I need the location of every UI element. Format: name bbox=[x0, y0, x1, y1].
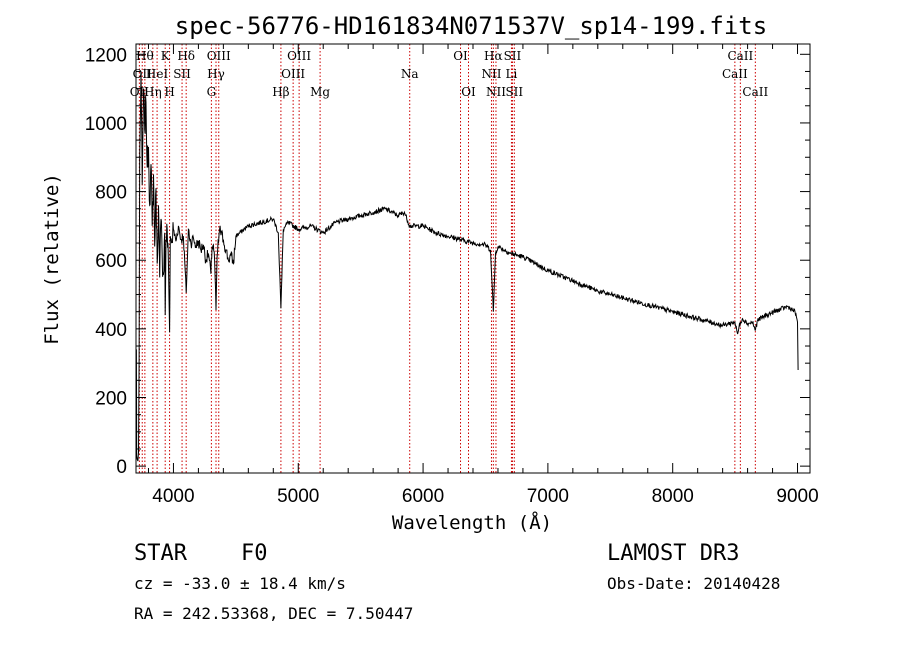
spectral-line-markers bbox=[138, 44, 756, 473]
spectral-line-label-23: SII bbox=[504, 49, 522, 63]
spectral-line-label-8: Hδ bbox=[177, 49, 195, 63]
spectral-line-label-14: OIII bbox=[287, 49, 311, 63]
survey-name: LAMOST DR3 bbox=[607, 541, 739, 566]
x-tick-label-5: 9000 bbox=[776, 486, 818, 507]
y-tick-label-2: 400 bbox=[95, 320, 127, 341]
spectral-line-label-17: OI bbox=[453, 49, 468, 63]
spectral-line-label-9: G bbox=[207, 85, 217, 99]
x-tick-label-3: 7000 bbox=[527, 486, 569, 507]
y-axis-label: Flux (relative) bbox=[41, 173, 63, 345]
spectral-line-label-10: Hγ bbox=[207, 67, 225, 81]
spectral-line-label-20: Hα bbox=[484, 49, 503, 63]
x-tick-label-2: 6000 bbox=[402, 486, 444, 507]
spectral-line-label-5: K bbox=[161, 49, 171, 63]
spectral-line-label-12: Hβ bbox=[272, 85, 289, 99]
spectral-line-label-22: Li bbox=[506, 67, 518, 81]
spectrum-line bbox=[135, 71, 799, 462]
spectral-line-label-27: CaII bbox=[742, 85, 768, 99]
spectral-line-label-16: Na bbox=[401, 67, 419, 81]
x-tick-label-1: 5000 bbox=[277, 486, 319, 507]
spectral-line-label-24: SII bbox=[505, 85, 523, 99]
y-tick-label-1: 200 bbox=[95, 388, 127, 409]
object-type: STAR bbox=[134, 541, 188, 566]
ra-dec-coordinates: RA = 242.53368, DEC = 7.50447 bbox=[134, 604, 413, 623]
spectral-line-label-2: Hθ bbox=[136, 49, 154, 63]
spectral-line-label-1: OII bbox=[133, 67, 153, 81]
spectral-line-label-13: OIII bbox=[281, 67, 305, 81]
y-tick-label-5: 1000 bbox=[85, 114, 127, 135]
object-subclass: F0 bbox=[241, 541, 268, 566]
y-tick-label-6: 1200 bbox=[85, 45, 127, 66]
y-tick-label-4: 800 bbox=[95, 183, 127, 204]
spectral-line-label-11: OIII bbox=[207, 49, 231, 63]
plot-frame bbox=[135, 43, 811, 474]
spectral-line-label-25: CaII bbox=[722, 67, 748, 81]
spectral-line-label-6: H bbox=[164, 85, 174, 99]
spectral-line-label-18: OI bbox=[461, 85, 476, 99]
observation-date: Obs-Date: 20140428 bbox=[607, 574, 780, 593]
x-tick-label-0: 4000 bbox=[152, 486, 194, 507]
chart-title: spec-56776-HD161834N071537V_sp14-199.fit… bbox=[175, 12, 767, 40]
spectral-line-label-7: SII bbox=[173, 67, 191, 81]
spectral-line-label-26: CaII bbox=[727, 49, 753, 63]
spectral-line-label-4: HeI bbox=[146, 67, 169, 81]
spectral-line-label-3: Hη bbox=[144, 85, 162, 99]
x-axis-ticks: 4000 5000 6000 7000 8000 9000 bbox=[147, 44, 819, 507]
spectral-line-label-19: NII bbox=[481, 67, 501, 81]
spectral-line-label-15: Mg bbox=[310, 85, 330, 99]
redshift-cz: cz = -33.0 ± 18.4 km/s bbox=[134, 574, 346, 593]
y-tick-label-3: 600 bbox=[95, 251, 127, 272]
y-tick-label-0: 0 bbox=[116, 457, 127, 478]
y-axis-ticks: 0 200 400 600 800 1000 1200 bbox=[85, 45, 810, 478]
spectral-line-label-21: NII bbox=[486, 85, 506, 99]
x-tick-label-4: 8000 bbox=[652, 486, 694, 507]
x-axis-label: Wavelength (Å) bbox=[392, 511, 552, 534]
spectral-line-labels: OIIOIIHθHηHeIKHSIIHδGHγOIIIHβOIIIOIIIMgN… bbox=[130, 49, 769, 99]
